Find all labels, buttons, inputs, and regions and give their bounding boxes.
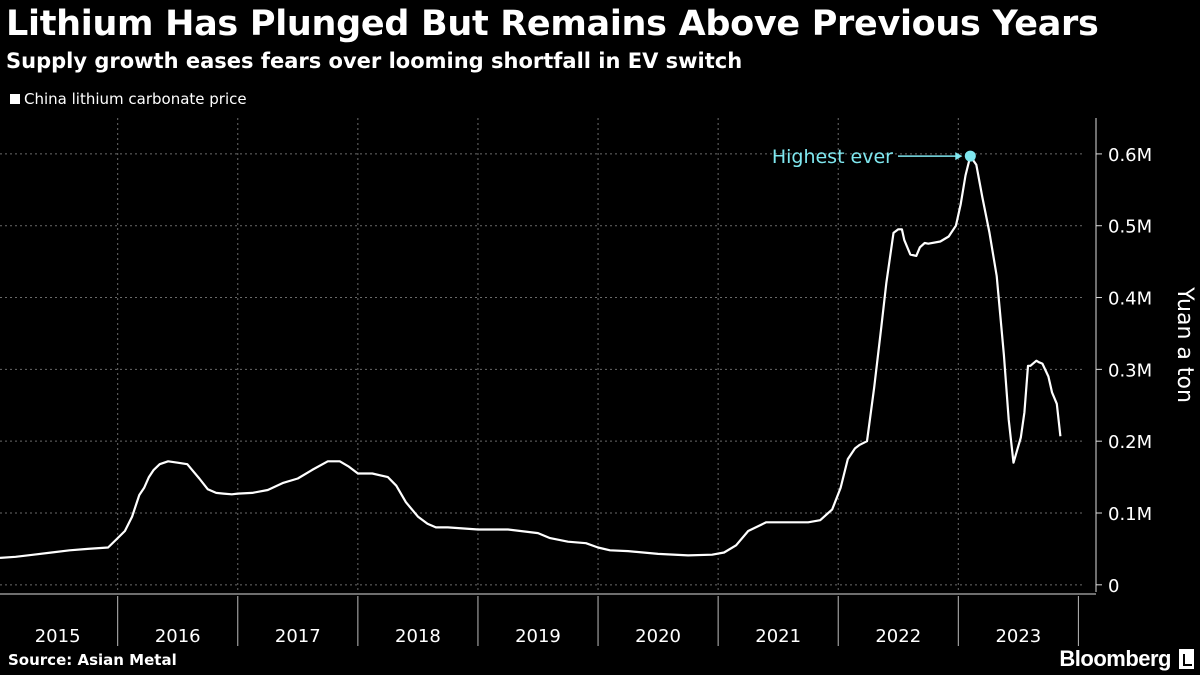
axes: 0 0.1M 0.2M 0.3M 0.4M 0.5M 0.6M 2015 2016 2017 201… (0, 118, 1197, 647)
bloomberg-logo: Bloomberg (1059, 646, 1194, 672)
y-tick-label: 0.1M (1108, 504, 1152, 525)
x-tick-label: 2021 (755, 626, 801, 647)
legend-label: China lithium carbonate price (24, 90, 247, 108)
y-axis-title: Yuan a ton (1172, 286, 1197, 403)
x-tick-label: 2017 (275, 626, 321, 647)
peak-marker (964, 150, 976, 162)
x-tick-label: 2016 (155, 626, 201, 647)
x-tick-label: 2023 (995, 626, 1041, 647)
y-tick-label: 0.3M (1108, 360, 1152, 381)
source-note: Source: Asian Metal (8, 651, 177, 669)
chart-title: Lithium Has Plunged But Remains Above Pr… (6, 4, 1099, 44)
annotation-arrow-head (955, 152, 963, 161)
y-tick-label: 0.5M (1108, 217, 1152, 238)
legend: China lithium carbonate price (10, 90, 247, 108)
brand-name: Bloomberg (1059, 646, 1171, 671)
y-tick-label: 0 (1108, 576, 1119, 597)
y-tick-label: 0.2M (1108, 432, 1152, 453)
annotation-label: Highest ever (772, 146, 893, 168)
y-tick-label: 0.4M (1108, 289, 1152, 310)
x-tick-label: 2019 (515, 626, 561, 647)
series (0, 155, 1062, 559)
y-tick-label: 0.6M (1108, 145, 1152, 166)
x-tick-label: 2018 (395, 626, 441, 647)
legend-swatch (10, 94, 20, 104)
chart-subtitle: Supply growth eases fears over looming s… (6, 49, 743, 73)
series-line (0, 155, 1062, 559)
annotations: Highest ever (772, 146, 976, 168)
chart-badge-icon (1179, 649, 1194, 669)
x-tick-label: 2020 (635, 626, 681, 647)
x-tick-label: 2015 (35, 626, 81, 647)
x-tick-label: 2022 (875, 626, 921, 647)
grid (0, 118, 1084, 592)
